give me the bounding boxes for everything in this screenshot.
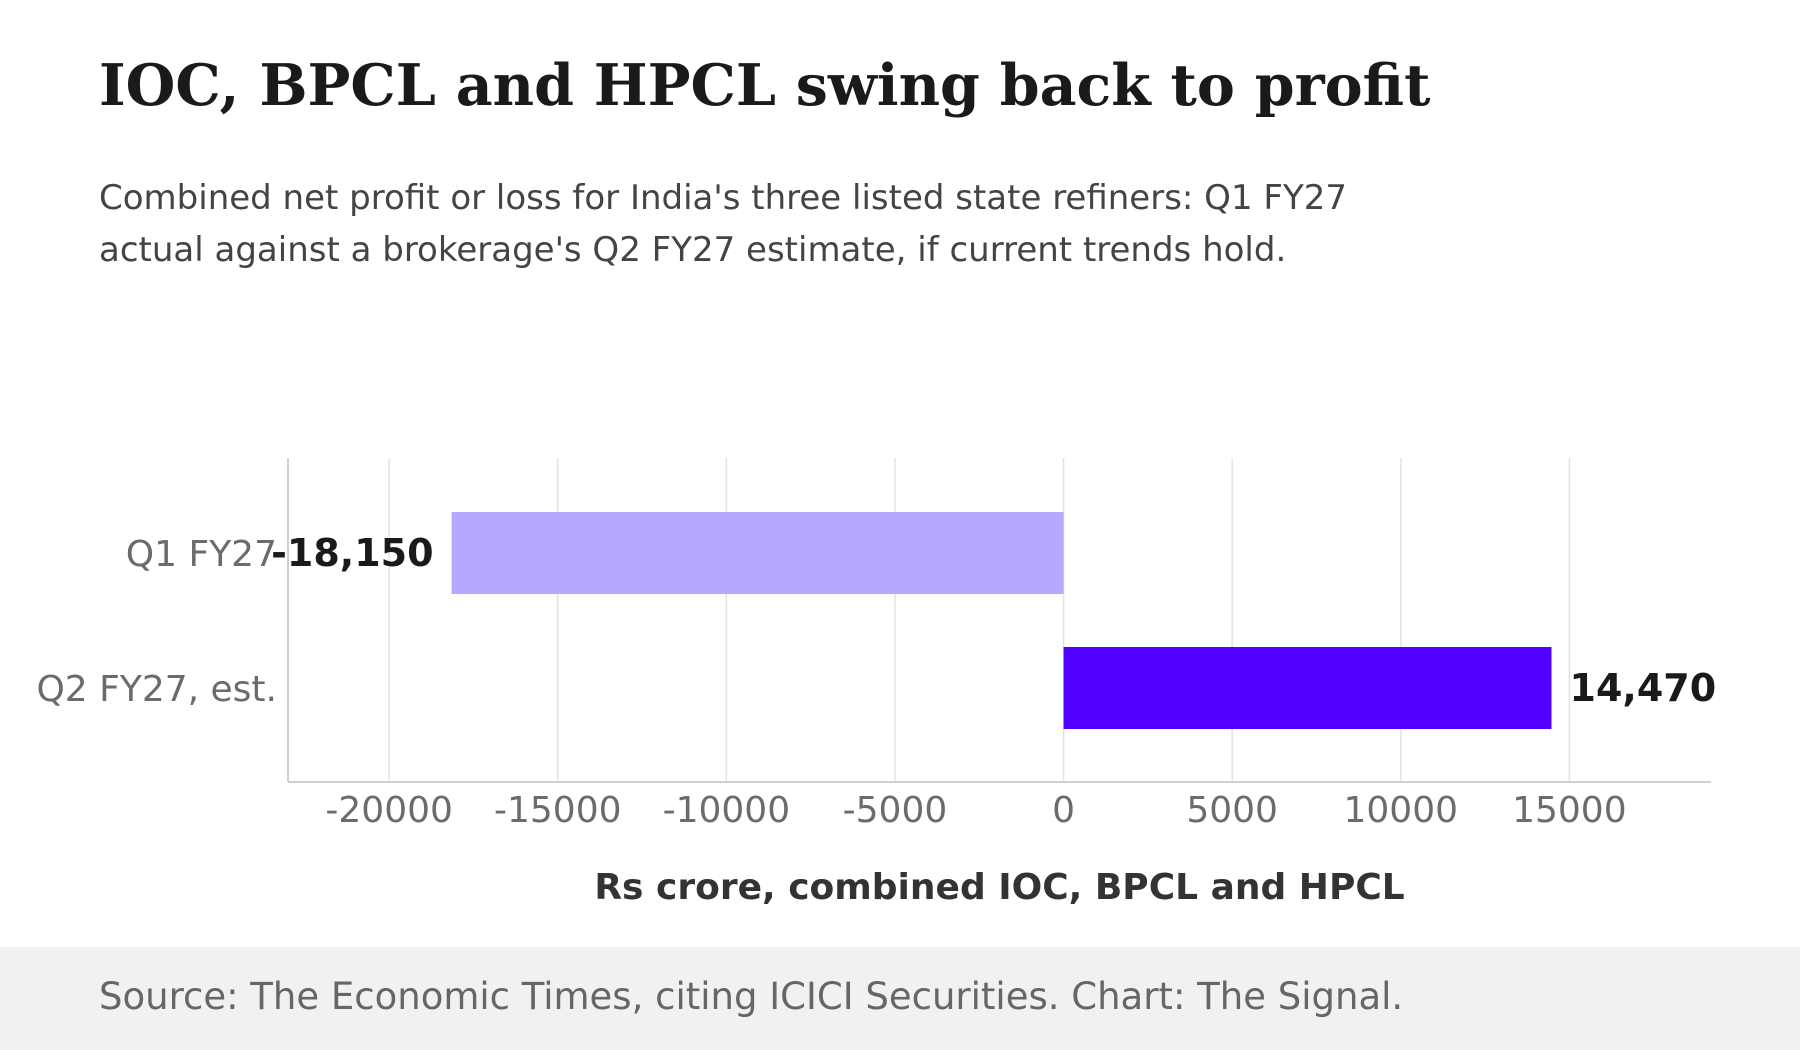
bar-chart: -20000 -15000 -10000 -5000 0 5000 10000 15000 Rs… xyxy=(36,458,1716,908)
x-tick-label: 5000 xyxy=(1186,790,1278,831)
source-note: Source: The Economic Times, citing ICICI… xyxy=(99,975,1404,1018)
chart-subtitle: Combined net profit or loss for India's … xyxy=(99,178,1347,270)
y-category-label: Q1 FY27 xyxy=(126,534,277,575)
axes: -20000 -15000 -10000 -5000 0 5000 10000 15000 Rs… xyxy=(287,458,1711,908)
x-tick-label: -20000 xyxy=(325,790,453,831)
bars xyxy=(451,512,1552,729)
labels: Q1 FY27-18,150 Q2 FY27, est. 14,470 xyxy=(36,531,1716,710)
x-tick-label: 0 xyxy=(1052,790,1075,831)
x-tick-label: 15000 xyxy=(1512,790,1627,831)
data-label: 14,470 xyxy=(1570,666,1717,710)
x-tick-label: -10000 xyxy=(663,790,791,831)
x-tick-label: -15000 xyxy=(494,790,622,831)
x-tick-label: -5000 xyxy=(843,790,948,831)
x-axis-title: Rs crore, combined IOC, BPCL and HPCL xyxy=(594,867,1404,908)
x-tick-label: 10000 xyxy=(1344,790,1459,831)
y-category-label: Q2 FY27, est. xyxy=(36,669,277,710)
gridlines xyxy=(388,458,1571,782)
chart-title: IOC, BPCL and HPCL swing back to profit xyxy=(99,52,1431,119)
bar xyxy=(451,512,1064,594)
bar xyxy=(1063,647,1552,729)
data-label: -18,150 xyxy=(271,531,433,575)
footer: Source: The Economic Times, citing ICICI… xyxy=(0,947,1800,1050)
